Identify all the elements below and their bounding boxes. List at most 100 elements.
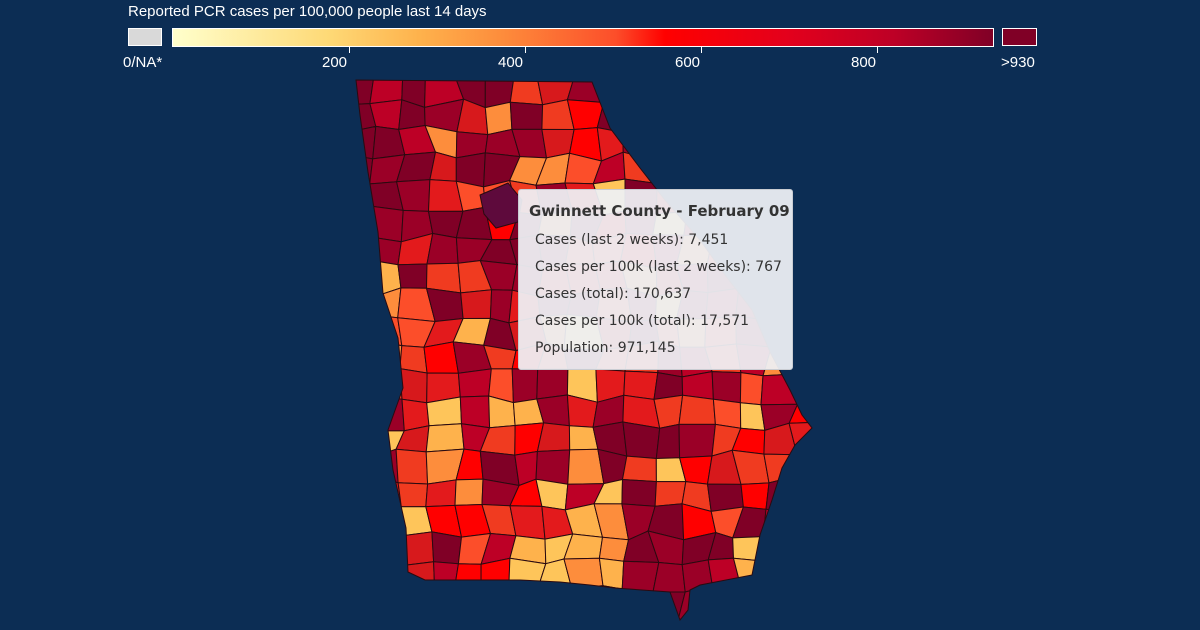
county-region[interactable] (787, 101, 822, 130)
county-region[interactable] (398, 616, 430, 630)
county-region[interactable] (509, 101, 544, 130)
county-region[interactable] (598, 557, 625, 590)
county-region[interactable] (622, 421, 661, 460)
county-region[interactable] (489, 289, 513, 324)
county-region[interactable] (787, 614, 822, 630)
county-region[interactable] (655, 423, 681, 460)
county-region[interactable] (433, 561, 459, 595)
county-region[interactable] (346, 530, 375, 566)
county-region[interactable] (621, 455, 657, 483)
county-region[interactable] (346, 290, 381, 321)
county-region[interactable] (509, 76, 544, 106)
county-region[interactable] (761, 530, 800, 564)
county-region[interactable] (625, 616, 654, 630)
county-region[interactable] (346, 557, 381, 589)
county-region[interactable] (649, 158, 686, 185)
county-region[interactable] (592, 618, 632, 630)
county-region[interactable] (761, 560, 801, 592)
county-region[interactable] (681, 559, 713, 593)
county-region[interactable] (789, 319, 822, 349)
county-region[interactable] (368, 557, 407, 592)
county-region[interactable] (789, 235, 822, 271)
county-region[interactable] (684, 98, 717, 135)
county-region[interactable] (399, 585, 436, 620)
county-region[interactable] (739, 152, 765, 183)
county-region[interactable] (762, 508, 800, 538)
county-region[interactable] (346, 424, 380, 458)
county-region[interactable] (346, 125, 377, 160)
county-region[interactable] (794, 179, 822, 214)
county-region[interactable] (592, 585, 627, 620)
county-region[interactable] (649, 98, 686, 135)
county-region[interactable] (368, 506, 402, 538)
county-region[interactable] (732, 76, 772, 104)
county-region[interactable] (459, 395, 491, 429)
county-region[interactable] (346, 205, 378, 242)
county-region[interactable] (346, 454, 380, 487)
county-region[interactable] (480, 587, 513, 619)
county-region[interactable] (454, 478, 484, 506)
county-region[interactable] (788, 421, 822, 458)
county-region[interactable] (768, 589, 801, 620)
county-region[interactable] (423, 341, 459, 374)
county-region[interactable] (759, 127, 789, 158)
county-region[interactable] (484, 101, 513, 136)
county-region[interactable] (481, 611, 514, 630)
county-region[interactable] (790, 556, 822, 594)
county-region[interactable] (787, 156, 822, 181)
county-region[interactable] (707, 98, 744, 135)
county-region[interactable] (790, 76, 822, 105)
county-region[interactable] (711, 371, 742, 404)
county-region[interactable] (621, 560, 660, 593)
county-region[interactable] (536, 587, 574, 620)
county-region[interactable] (368, 340, 403, 370)
county-region[interactable] (790, 371, 822, 405)
county-region[interactable] (652, 561, 686, 593)
county-region[interactable] (678, 423, 716, 459)
county-region[interactable] (789, 347, 822, 375)
county-region[interactable] (397, 263, 428, 289)
county-region[interactable] (346, 153, 374, 188)
county-region[interactable] (789, 291, 822, 322)
county-region[interactable] (536, 422, 571, 453)
county-region[interactable] (460, 289, 493, 320)
county-region[interactable] (767, 102, 792, 132)
county-region[interactable] (621, 478, 657, 507)
county-region[interactable] (653, 394, 684, 429)
county-region[interactable] (346, 183, 373, 209)
county-region[interactable] (395, 448, 429, 485)
county-region[interactable] (654, 481, 687, 507)
county-region[interactable] (401, 398, 430, 432)
county-region[interactable] (740, 482, 770, 510)
county-region[interactable] (368, 314, 403, 347)
county-region[interactable] (789, 475, 822, 513)
county-region[interactable] (649, 127, 686, 160)
county-region[interactable] (374, 610, 401, 630)
county-region[interactable] (508, 557, 547, 591)
county-region[interactable] (453, 591, 483, 615)
county-region[interactable] (346, 340, 372, 370)
county-region[interactable] (572, 617, 602, 630)
county-region[interactable] (787, 127, 822, 161)
county-region[interactable] (431, 531, 463, 565)
county-region[interactable] (650, 76, 686, 103)
county-region[interactable] (598, 76, 626, 105)
county-region[interactable] (571, 585, 604, 620)
county-region[interactable] (563, 557, 604, 589)
county-region[interactable] (346, 585, 380, 614)
county-region[interactable] (684, 76, 713, 103)
county-region[interactable] (453, 611, 487, 630)
county-region[interactable] (621, 588, 654, 620)
county-region[interactable] (397, 482, 429, 508)
county-region[interactable] (346, 395, 380, 432)
county-region[interactable] (535, 449, 571, 485)
county-region[interactable] (759, 152, 800, 181)
county-region[interactable] (737, 586, 772, 620)
county-region[interactable] (425, 262, 462, 294)
county-region[interactable] (789, 507, 822, 533)
county-region[interactable] (739, 372, 764, 406)
county-region[interactable] (706, 584, 742, 619)
county-region[interactable] (741, 99, 772, 134)
county-region[interactable] (623, 370, 659, 400)
county-region[interactable] (760, 618, 794, 630)
